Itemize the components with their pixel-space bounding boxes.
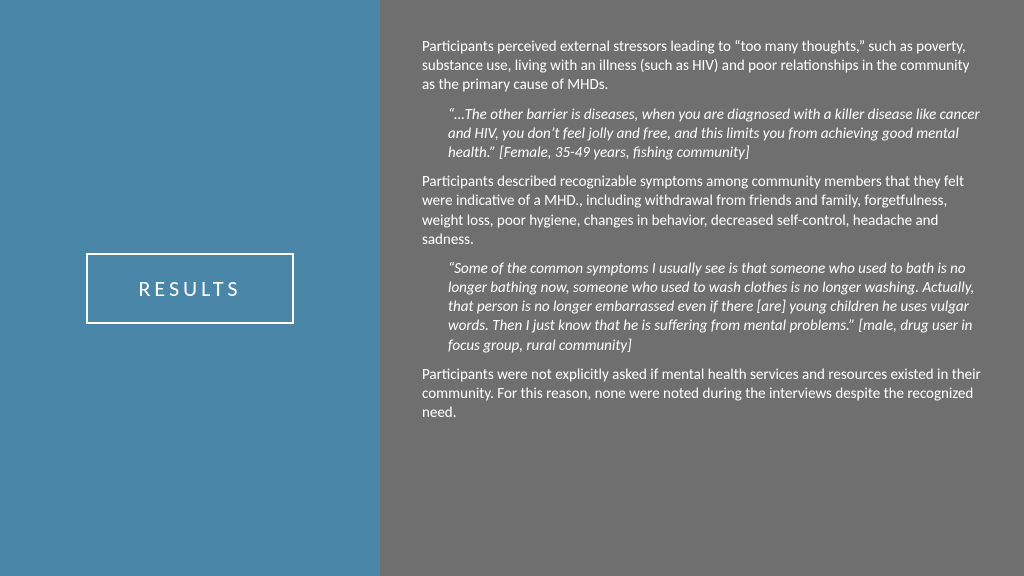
slide-title: RESULTS	[138, 275, 241, 302]
quote-2: “Some of the common symptoms I usually s…	[448, 260, 982, 356]
paragraph-2: Participants described recognizable symp…	[422, 173, 982, 250]
paragraph-3: Participants were not explicitly asked i…	[422, 366, 982, 424]
title-box: RESULTS	[86, 253, 293, 324]
quote-1: “…The other barrier is diseases, when yo…	[448, 106, 982, 164]
right-panel: Participants perceived external stressor…	[380, 0, 1024, 576]
left-panel: RESULTS	[0, 0, 380, 576]
paragraph-1: Participants perceived external stressor…	[422, 38, 982, 96]
